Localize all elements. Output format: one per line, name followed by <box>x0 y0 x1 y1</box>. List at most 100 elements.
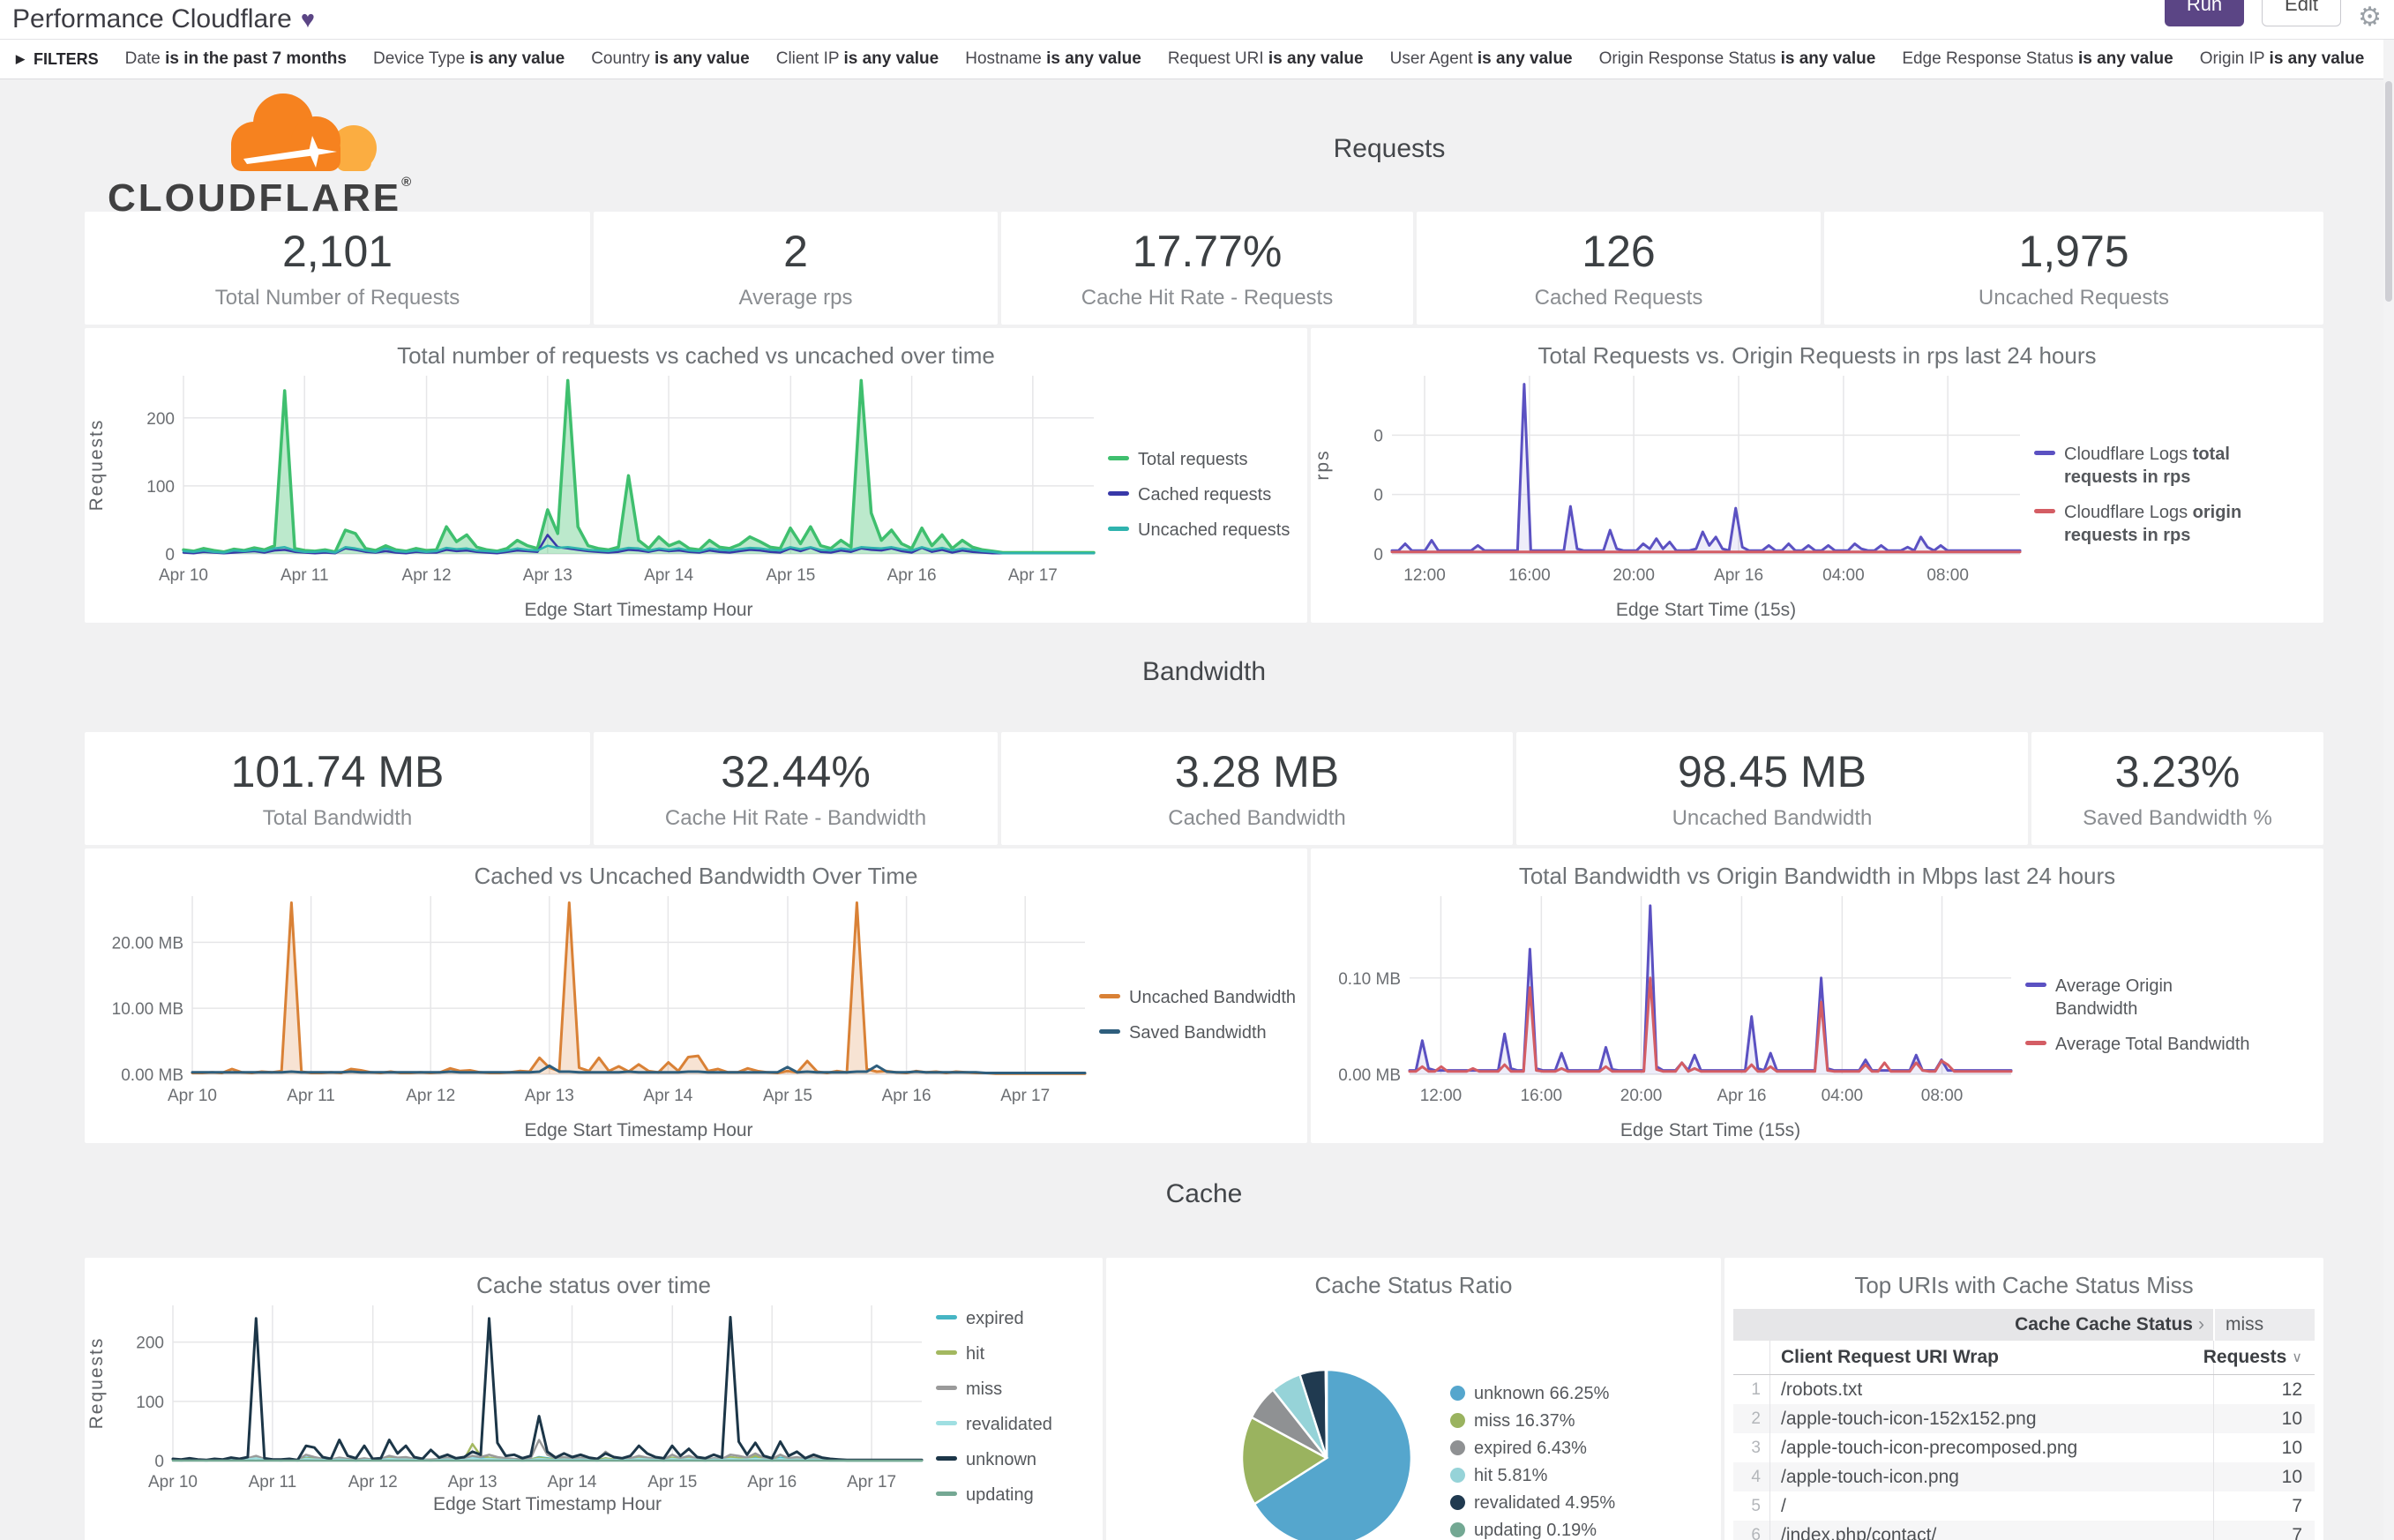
chart-title: Total Bandwidth vs Origin Bandwidth in M… <box>1518 863 2116 889</box>
filter-item[interactable]: Date is in the past 7 months <box>124 49 347 68</box>
legend-item[interactable]: revalidated <box>936 1413 1094 1436</box>
legend-item[interactable]: updating <box>936 1484 1094 1506</box>
legend-item[interactable]: Saved Bandwidth <box>1099 1021 1298 1044</box>
requests-column-header[interactable]: Requests ∨ <box>2203 1341 2315 1374</box>
pie-legend: unknown 66.25% miss 16.37% expired 6.43% hi… <box>1450 1384 1624 1540</box>
kpi-label: Cache Hit Rate - Bandwidth <box>664 806 927 830</box>
legend-item[interactable]: Cloudflare Logs origin requests in rps <box>2034 501 2315 547</box>
legend-item[interactable]: unknown <box>936 1448 1094 1471</box>
legend-swatch-icon <box>2025 1041 2046 1045</box>
table-row[interactable]: 3/apple-touch-icon-precomposed.png 10 <box>1733 1433 2315 1462</box>
svg-text:Apr 12: Apr 12 <box>348 1473 398 1491</box>
svg-text:100: 100 <box>146 478 175 497</box>
page-scrollbar[interactable] <box>2383 39 2394 1540</box>
filter-item[interactable]: Edge Response Status is any value <box>1902 49 2173 68</box>
filter-item[interactable]: Hostname is any value <box>965 49 1141 68</box>
legend-item[interactable]: Uncached requests <box>1108 519 1298 542</box>
svg-text:20:00: 20:00 <box>1620 1087 1663 1105</box>
row-number: 5 <box>1733 1491 1770 1521</box>
svg-text:20:00: 20:00 <box>1612 566 1655 585</box>
kpi-label: Cached Requests <box>1534 286 1703 310</box>
chart-title: Total Requests vs. Origin Requests in rp… <box>1537 342 2097 369</box>
filter-item[interactable]: Country is any value <box>591 49 750 68</box>
legend-label: updating <box>966 1485 1034 1505</box>
filter-item[interactable]: User Agent is any value <box>1389 49 1573 68</box>
table-row[interactable]: 5 / 7 <box>1733 1491 2315 1521</box>
requests-over-time-chart-canvas[interactable]: Apr 10 Apr 11 Apr 12 Apr 13 Apr 14 Apr 15 Apr … <box>85 367 1108 623</box>
gear-icon[interactable]: ⚙ <box>2358 3 2382 32</box>
legend-item[interactable]: Cloudflare Logs total requests in rps <box>2034 443 2315 489</box>
legend-item[interactable]: Cached requests <box>1108 483 1298 506</box>
legend-swatch-icon <box>2025 983 2046 987</box>
svg-text:20.00 MB: 20.00 MB <box>112 934 183 953</box>
legend-item[interactable]: revalidated 4.95% <box>1450 1493 1615 1514</box>
svg-text:0: 0 <box>1373 546 1383 564</box>
legend-label: revalidated <box>966 1415 1052 1434</box>
legend-item[interactable]: expired 6.43% <box>1450 1439 1615 1459</box>
legend-label: Cloudflare Logs total requests in rps <box>2064 445 2230 487</box>
svg-text:0.10 MB: 0.10 MB <box>1338 970 1401 989</box>
svg-text:0.00 MB: 0.00 MB <box>1338 1066 1401 1085</box>
svg-text:16:00: 16:00 <box>1521 1087 1563 1105</box>
legend-swatch-icon <box>936 1491 957 1496</box>
filter-item[interactable]: Client IP is any value <box>775 49 939 68</box>
legend-item[interactable]: expired <box>936 1307 1094 1330</box>
table-row[interactable]: 1/robots.txt 12 <box>1733 1375 2315 1404</box>
legend-label: unknown 66.25% <box>1474 1384 1610 1403</box>
filter-item[interactable]: Origin IP is any value <box>2199 49 2365 68</box>
kpi-label: Average rps <box>738 286 853 310</box>
legend-label: Average Origin Bandwidth <box>2055 976 2173 1019</box>
kpi-card: 32.44% Cache Hit Rate - Bandwidth <box>594 732 998 845</box>
cache-status-over-time-chart-canvas[interactable]: Apr 10 Apr 11 Apr 12 Apr 13 Apr 14 Apr 15 Apr … <box>85 1297 936 1517</box>
filter-item[interactable]: Request URI is any value <box>1167 49 1364 68</box>
cache-status-ratio-pie-canvas[interactable] <box>1106 1326 1450 1540</box>
cloudflare-wordmark: CLOUDFLARE® <box>108 175 412 220</box>
legend-item[interactable]: Total requests <box>1108 448 1298 471</box>
legend-dot-icon <box>1450 1495 1465 1510</box>
chart-legend: Uncached Bandwidth Saved Bandwidth <box>1099 986 1306 1044</box>
legend-item[interactable]: miss <box>936 1378 1094 1401</box>
legend-item[interactable]: hit 5.81% <box>1450 1466 1615 1486</box>
legend-item[interactable]: updating 0.19% <box>1450 1521 1615 1540</box>
svg-text:Edge Start Time (15s): Edge Start Time (15s) <box>1620 1120 1800 1140</box>
legend-label: miss <box>966 1379 1003 1399</box>
legend-swatch-icon <box>936 1421 957 1425</box>
section-title-cache: Cache <box>1165 1179 1243 1208</box>
cloudflare-logo: CLOUDFLARE® <box>85 86 455 220</box>
page-scrollbar-thumb[interactable] <box>2385 81 2392 302</box>
legend-swatch-icon <box>2034 509 2055 513</box>
run-button[interactable]: Run <box>2165 0 2244 26</box>
legend-item[interactable]: Average Origin Bandwidth <box>2025 975 2315 1020</box>
legend-item[interactable]: Uncached Bandwidth <box>1099 986 1298 1009</box>
bandwidth-over-time-chart-canvas[interactable]: Apr 10 Apr 11 Apr 12 Apr 13 Apr 14 Apr 15 Apr … <box>85 887 1099 1143</box>
pivot-label[interactable]: Cache Cache Status › <box>2015 1314 2204 1334</box>
uri-cell: /robots.txt <box>1781 1379 1863 1400</box>
table-row[interactable]: 4/apple-touch-icon.png 10 <box>1733 1462 2315 1491</box>
svg-text:Edge Start Timestamp Hour: Edge Start Timestamp Hour <box>524 600 752 620</box>
kpi-card: 126 Cached Requests <box>1417 212 1821 325</box>
uri-column-header[interactable]: Client Request URI Wrap <box>1781 1347 1999 1367</box>
rps-24h-chart-canvas[interactable]: 12:00 16:00 20:00 Apr 16 04:00 08:00 0 0 0 Edge S… <box>1311 367 2034 623</box>
page-title: Performance Cloudflare <box>12 4 292 34</box>
legend-swatch-icon <box>936 1315 957 1319</box>
kpi-card: 3.23% Saved Bandwidth % <box>2031 732 2323 845</box>
legend-item[interactable]: unknown 66.25% <box>1450 1384 1615 1404</box>
filters-toggle[interactable]: ▶ FILTERS <box>16 49 99 68</box>
table-row[interactable]: 2/apple-touch-icon-152x152.png 10 <box>1733 1404 2315 1433</box>
kpi-value: 32.44% <box>721 747 871 796</box>
filter-item[interactable]: Device Type is any value <box>372 49 565 68</box>
chart-legend: Total requests Cached requests Uncached re… <box>1108 448 1306 542</box>
chart-title: Total number of requests vs cached vs un… <box>397 342 995 369</box>
legend-item[interactable]: Average Total Bandwidth <box>2025 1033 2315 1056</box>
bandwidth-24h-chart-canvas[interactable]: 12:00 16:00 20:00 Apr 16 04:00 08:00 0.00 MB 0.… <box>1311 887 2025 1143</box>
legend-item[interactable]: hit <box>936 1342 1094 1365</box>
svg-text:Apr 12: Apr 12 <box>406 1087 455 1105</box>
requests-cell: 10 <box>2213 1404 2315 1433</box>
svg-text:Apr 14: Apr 14 <box>644 566 693 585</box>
filter-item[interactable]: Origin Response Status is any value <box>1598 49 1876 68</box>
table-row[interactable]: 6/index.php/contact/7 <box>1733 1521 2315 1540</box>
edit-button[interactable]: Edit <box>2262 0 2341 26</box>
legend-item[interactable]: miss 16.37% <box>1450 1411 1615 1432</box>
row-number: 1 <box>1733 1375 1770 1404</box>
legend-label: Average Total Bandwidth <box>2055 1035 2250 1054</box>
